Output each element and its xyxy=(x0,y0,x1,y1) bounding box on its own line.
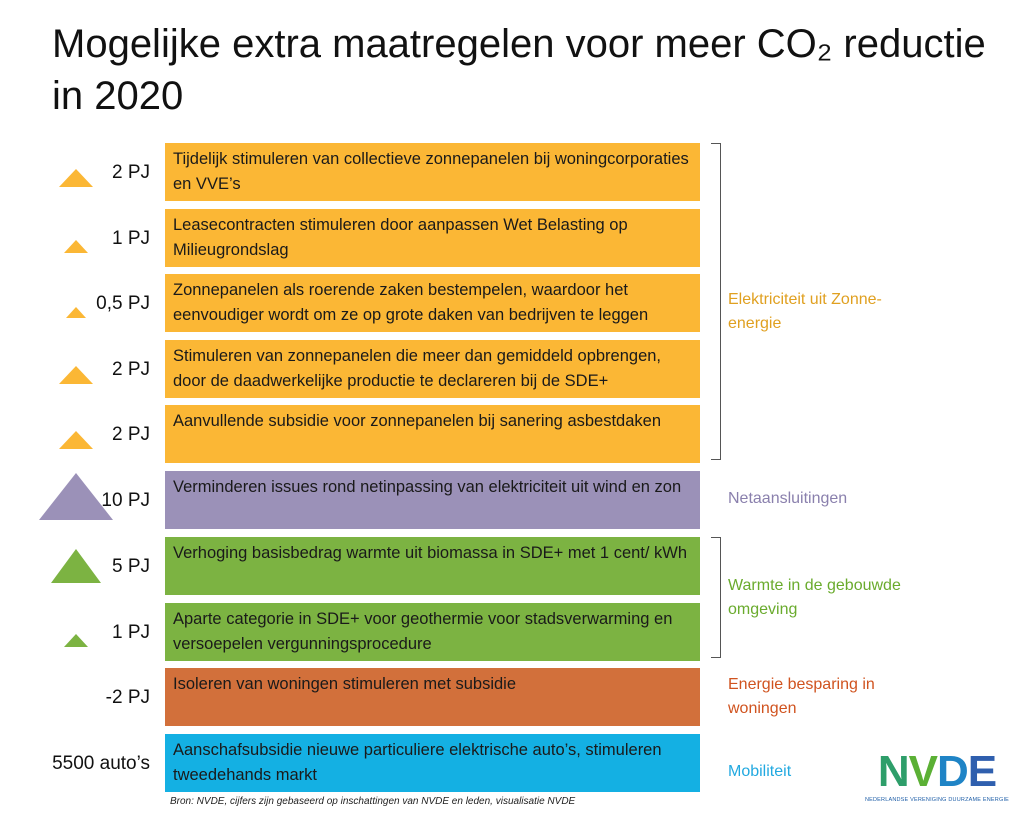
measure-box: Aanvullende subsidie voor zonnepanelen b… xyxy=(165,405,700,463)
measure-box: Aanschafsubsidie nieuwe particuliere ele… xyxy=(165,734,700,792)
measure-row: 2 PJ Aanvullende subsidie voor zonnepanel… xyxy=(0,405,705,465)
measure-amount: -2 PJ xyxy=(105,687,150,708)
nvde-logo: NVDE NEDERLANDSE VERENIGING DUURZAME ENE… xyxy=(862,746,1012,810)
measure-amount: 1 PJ xyxy=(111,228,150,249)
measure-row: 2 PJ Stimuleren van zonnepanelen die meer… xyxy=(0,340,705,400)
measure-amount: 5500 auto’s xyxy=(52,753,150,774)
triangle-icon xyxy=(59,431,93,449)
category-label-solar: Elektriciteit uit Zonne-energie xyxy=(728,291,882,332)
measure-row: 1 PJ Aparte categorie in SDE+ voor geothe… xyxy=(0,603,705,663)
measure-row: -2 PJ Isoleren van woningen stimuleren me… xyxy=(0,668,705,728)
category-label-mobility: Mobiliteit xyxy=(728,763,792,780)
measure-box: Tijdelijk stimuleren van collectieve zon… xyxy=(165,143,700,201)
category-bracket xyxy=(711,537,721,658)
triangle-icon xyxy=(39,473,113,520)
measure-box: Zonnepanelen als roerende zaken bestempe… xyxy=(165,274,700,332)
triangle-icon xyxy=(64,634,88,647)
measure-row: 0,5 PJ Zonnepanelen als roerende zaken be… xyxy=(0,274,705,334)
measure-row: 5500 auto’s Aanschafsubsidie nieuwe parti… xyxy=(0,734,705,794)
triangle-icon xyxy=(59,169,93,187)
measure-row: 5 PJ Verhoging basisbedrag warmte uit bio… xyxy=(0,537,705,597)
measure-box: Verminderen issues rond netinpassing van… xyxy=(165,471,700,529)
logo-tagline: NEDERLANDSE VERENIGING DUURZAME ENERGIE xyxy=(864,797,1010,803)
measure-row: 1 PJ Leasecontracten stimuleren door aanp… xyxy=(0,209,705,269)
measure-row: 2 PJ Tijdelijk stimuleren van collectieve… xyxy=(0,143,705,203)
source-note: Bron: NVDE, cijfers zijn gebaseerd op in… xyxy=(170,796,576,807)
measure-amount: 10 PJ xyxy=(101,490,150,511)
measure-amount: 2 PJ xyxy=(111,424,150,445)
measure-box: Isoleren van woningen stimuleren met sub… xyxy=(165,668,700,726)
triangle-icon xyxy=(59,366,93,384)
measure-row: 10 PJ Verminderen issues rond netinpassin… xyxy=(0,471,705,531)
triangle-icon xyxy=(64,240,88,253)
measure-box: Aparte categorie in SDE+ voor geothermie… xyxy=(165,603,700,661)
triangle-icon xyxy=(51,549,101,583)
triangle-icon xyxy=(66,307,86,318)
measure-amount: 2 PJ xyxy=(111,162,150,183)
measure-box: Stimuleren van zonnepanelen die meer dan… xyxy=(165,340,700,398)
measure-box: Leasecontracten stimuleren door aanpasse… xyxy=(165,209,700,267)
measure-box: Verhoging basisbedrag warmte uit biomass… xyxy=(165,537,700,595)
measure-amount: 0,5 PJ xyxy=(96,293,150,314)
category-label-insulation: Energie besparing in woningen xyxy=(728,676,875,717)
category-label-grid: Netaansluitingen xyxy=(728,490,848,507)
measure-amount: 2 PJ xyxy=(111,359,150,380)
page-title: Mogelijke extra maatregelen voor meer CO… xyxy=(52,22,986,118)
measure-amount: 1 PJ xyxy=(111,622,150,643)
measure-amount: 5 PJ xyxy=(111,556,150,577)
category-label-heat: Warmte in de gebouwde omgeving xyxy=(728,577,901,618)
category-bracket xyxy=(711,143,721,460)
logo-wordmark: NVDE xyxy=(877,747,997,796)
